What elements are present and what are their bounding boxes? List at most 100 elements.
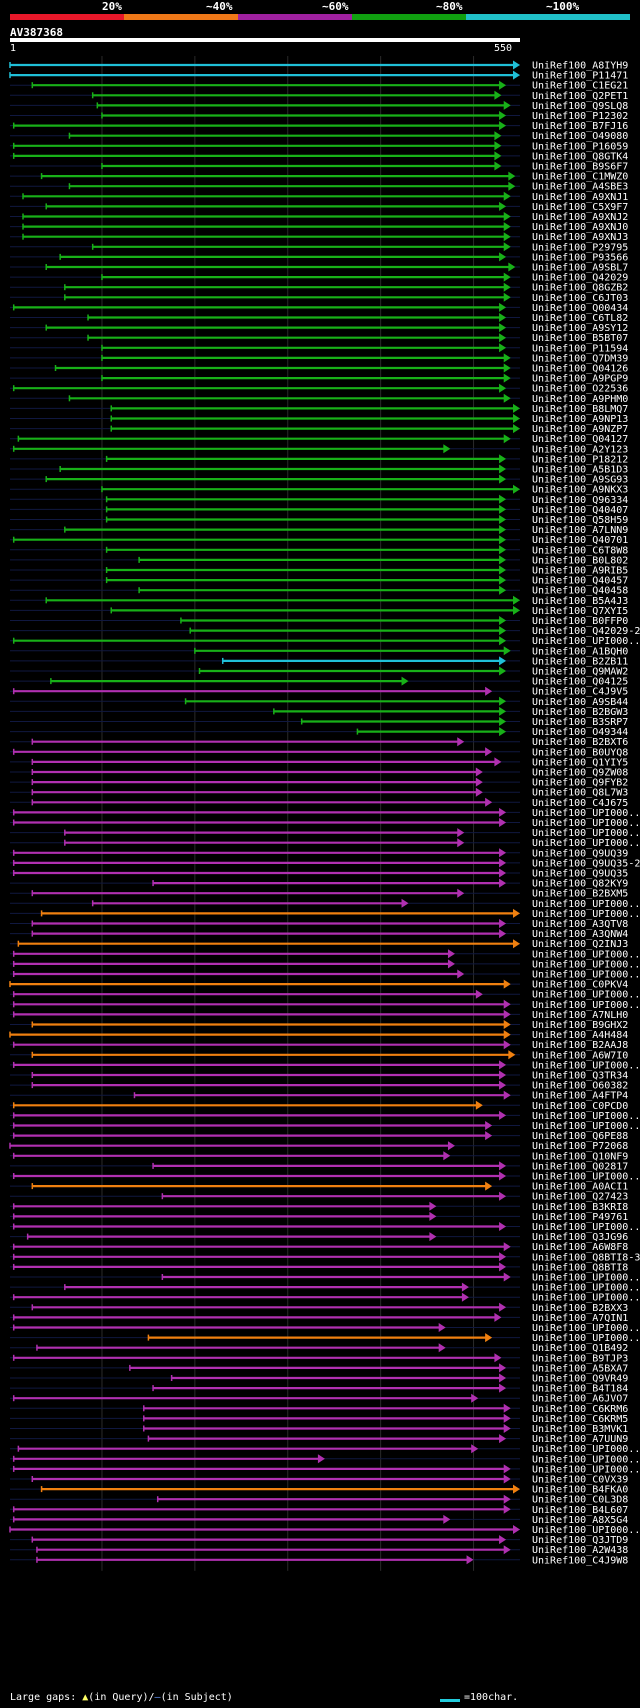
hit-label: UniRef100_P16059 xyxy=(532,141,628,152)
hit-arrow xyxy=(499,1110,507,1120)
gap-query-icon: ▲ xyxy=(82,1692,89,1703)
hit-arrow xyxy=(503,191,511,201)
hit-arrow xyxy=(499,919,507,928)
hit-arrow xyxy=(499,1060,507,1070)
hit-arrow xyxy=(438,1323,446,1332)
legend-segment xyxy=(124,14,238,20)
hit-arrow xyxy=(499,1262,507,1272)
hit-label: UniRef100_Q42029-2 xyxy=(532,626,640,637)
hit-label: UniRef100_A7NLH0 xyxy=(532,1010,628,1021)
hit-arrow xyxy=(503,212,511,221)
hit-arrow xyxy=(494,141,502,151)
hit-arrow xyxy=(503,353,511,363)
hit-label: UniRef100_B2AAJ8 xyxy=(532,1040,628,1051)
hit-label: UniRef100_UPI000.. xyxy=(532,1111,640,1122)
hit-label: UniRef100_A3QNW4 xyxy=(532,929,628,940)
legend-segment xyxy=(466,14,630,20)
hit-arrow xyxy=(499,383,507,393)
hit-label: UniRef100_B8LMQ7 xyxy=(532,404,628,415)
hit-label: UniRef100_Q02817 xyxy=(532,1161,628,1172)
hit-arrow xyxy=(499,80,507,90)
gap-subject-icon: — xyxy=(154,1692,161,1703)
hit-arrow xyxy=(499,333,507,343)
hit-arrow xyxy=(513,939,520,949)
query-start-tick: 1 xyxy=(10,43,17,54)
hit-label: UniRef100_UPI000.. xyxy=(532,959,640,970)
hit-arrow xyxy=(503,373,511,383)
hit-label: UniRef100_P72068 xyxy=(532,1141,628,1152)
hit-label: UniRef100_B3KRI8 xyxy=(532,1202,628,1213)
hit-arrow xyxy=(503,1403,511,1413)
hit-arrow xyxy=(503,393,511,403)
hit-arrow xyxy=(499,515,507,524)
hit-label: UniRef100_Q40407 xyxy=(532,505,628,516)
hit-label: UniRef100_B3SRP7 xyxy=(532,717,628,728)
hit-arrow xyxy=(494,151,502,161)
hit-label: UniRef100_A6JVO7 xyxy=(532,1394,628,1405)
hit-label: UniRef100_UPI000.. xyxy=(532,1273,640,1284)
hit-label: UniRef100_C0PCD0 xyxy=(532,1101,628,1112)
hit-label: UniRef100_Q42029 xyxy=(532,273,628,284)
hit-label: UniRef100_UPI000.. xyxy=(532,970,640,981)
hit-label: UniRef100_Q8GZB2 xyxy=(532,283,628,294)
hit-label: UniRef100_UPI000.. xyxy=(532,1172,640,1183)
hit-arrow xyxy=(499,1363,507,1373)
hit-arrow xyxy=(513,1484,520,1494)
hit-label: UniRef100_O49080 xyxy=(532,131,628,142)
legend-label: 20% xyxy=(102,0,122,13)
hit-label: UniRef100_Q9MAW2 xyxy=(532,667,628,678)
hit-arrow xyxy=(499,1252,507,1262)
hit-arrow xyxy=(499,656,507,666)
hit-arrow xyxy=(503,232,511,242)
hit-label: UniRef100_A7LNN9 xyxy=(532,525,628,536)
hit-arrow xyxy=(457,828,465,838)
hit-arrow xyxy=(499,636,507,646)
hit-arrow xyxy=(499,464,507,474)
hit-label: UniRef100_Q40701 xyxy=(532,535,628,546)
hit-label: UniRef100_UPI000.. xyxy=(532,899,640,910)
hit-arrow xyxy=(494,1312,502,1322)
hit-arrow xyxy=(494,161,502,171)
hit-arrow xyxy=(461,1282,469,1292)
hit-arrow xyxy=(503,1413,511,1423)
hit-label: UniRef100_B4T184 xyxy=(532,1384,628,1395)
hit-arrow xyxy=(401,898,409,908)
hit-label: UniRef100_UPI000.. xyxy=(532,1525,640,1536)
hit-label: UniRef100_UPI000.. xyxy=(532,838,640,849)
hit-arrow xyxy=(503,242,511,252)
hit-label: UniRef100_Q1B492 xyxy=(532,1343,628,1354)
footer-legend: Large gaps: ▲(in Query)/—(in Subject) xyxy=(10,1692,233,1703)
hit-label: UniRef100_B0L802 xyxy=(532,555,628,566)
hit-label: UniRef100_UPI000.. xyxy=(532,1283,640,1294)
hit-label: UniRef100_A9SB44 xyxy=(532,697,628,708)
query-end-tick: 550 xyxy=(494,43,513,54)
hit-label: UniRef100_B0FFP0 xyxy=(532,616,628,627)
hit-arrow xyxy=(494,757,502,767)
hit-label: UniRef100_UPI000.. xyxy=(532,990,640,1001)
hit-arrow xyxy=(503,1020,511,1029)
hit-arrow xyxy=(499,575,507,585)
hit-label: UniRef100_Q00434 xyxy=(532,303,628,314)
hit-arrow xyxy=(499,727,507,737)
hit-label: UniRef100_C1MWZ0 xyxy=(532,172,628,183)
hit-label: UniRef100_Q3JG96 xyxy=(532,1232,628,1243)
hit-label: UniRef100_P29795 xyxy=(532,242,628,253)
hit-arrow xyxy=(447,959,455,969)
hit-arrow xyxy=(499,1161,507,1171)
hit-label: UniRef100_UPI000.. xyxy=(532,1333,640,1344)
hit-label: UniRef100_Q10NF9 xyxy=(532,1151,628,1162)
hit-arrow xyxy=(503,646,511,656)
hit-arrow xyxy=(503,1494,511,1504)
hit-arrow xyxy=(503,999,511,1009)
hit-arrow xyxy=(499,555,507,565)
hit-label: UniRef100_A7UUN9 xyxy=(532,1434,628,1445)
hit-label: UniRef100_Q9FYB2 xyxy=(532,778,628,789)
hit-arrow xyxy=(503,1090,511,1100)
hit-label: UniRef100_UPI000.. xyxy=(532,828,640,839)
hit-label: UniRef100_A2W438 xyxy=(532,1545,628,1556)
hit-label: UniRef100_A9PGP9 xyxy=(532,374,628,385)
hit-label: UniRef100_A9XNJ3 xyxy=(532,232,628,243)
hit-label: UniRef100_P11471 xyxy=(532,71,628,82)
hit-arrow xyxy=(499,868,507,878)
hit-arrow xyxy=(513,484,520,494)
